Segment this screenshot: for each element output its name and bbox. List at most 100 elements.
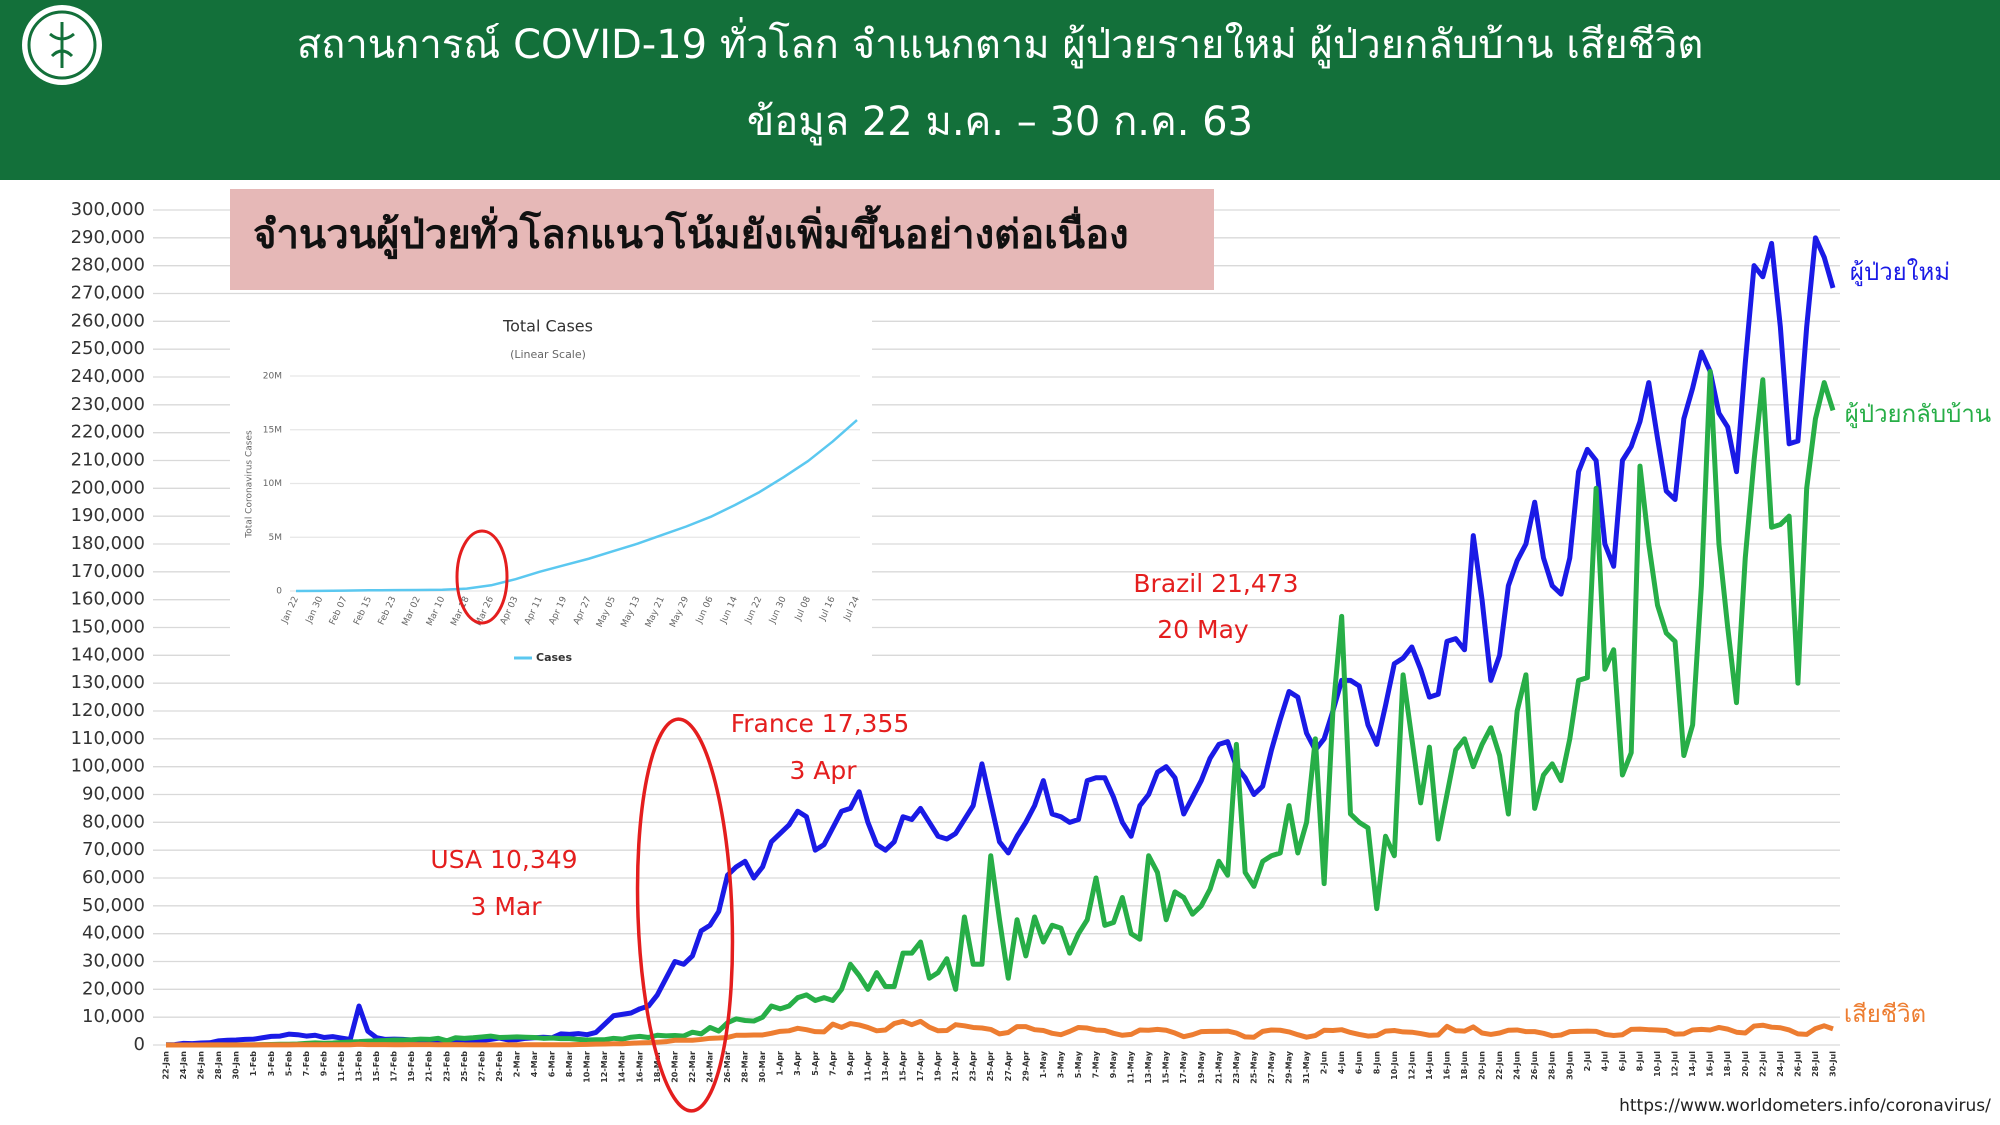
x-tick-label: 5-Feb: [284, 1051, 293, 1076]
x-tick-label: 25-Apr: [986, 1051, 995, 1081]
inset-y-label: Total Coronavirus Cases: [245, 430, 255, 539]
y-tick-label: 120,000: [71, 700, 145, 721]
x-tick-label: 5-May: [1074, 1050, 1083, 1078]
x-tick-label: 9-May: [1109, 1050, 1118, 1078]
x-tick-label: 18-Jul: [1723, 1051, 1732, 1077]
y-tick-label: 170,000: [71, 561, 145, 582]
y-tick-label: 180,000: [71, 533, 145, 554]
x-tick-label: 26-Jan: [197, 1051, 206, 1080]
y-tick-label: 5M: [269, 533, 283, 543]
x-tick-label: 8-Jul: [1635, 1051, 1644, 1072]
x-tick-label: 11-Apr: [863, 1051, 872, 1081]
x-tick-label: 30-Mar: [758, 1051, 767, 1083]
x-tick-label: 2-Jun: [1320, 1051, 1329, 1075]
x-tick-label: 16-Jun: [1442, 1051, 1451, 1080]
x-tick-label: 10-Jun: [1390, 1051, 1399, 1080]
x-tick-label: 19-May: [1197, 1050, 1206, 1084]
x-tick-label: 4-Mar: [530, 1051, 539, 1077]
x-tick-label: 19-Feb: [407, 1051, 416, 1082]
y-tick-label: 190,000: [71, 505, 145, 526]
series-label: ผู้ป่วยใหม่: [1850, 258, 1950, 287]
logo-ring: [27, 10, 97, 80]
series-line: [165, 368, 1836, 1048]
y-tick-label: 15M: [263, 425, 282, 435]
x-tick-label: 9-Feb: [319, 1051, 328, 1076]
x-tick-label: 22-Jul: [1758, 1051, 1767, 1077]
x-tick-label: 18-Jun: [1460, 1051, 1469, 1080]
x-tick-label: 23-Feb: [442, 1051, 451, 1082]
x-tick-label: 2-Jul: [1583, 1051, 1592, 1072]
y-tick-label: 30,000: [82, 951, 145, 972]
x-tick-label: 14-Jun: [1425, 1051, 1434, 1080]
series-line: [295, 419, 858, 593]
x-tick-label: 24-Jun: [1513, 1051, 1522, 1080]
y-tick-label: 100,000: [71, 756, 145, 777]
source: https://www.worldometers.info/coronaviru…: [1619, 1096, 1991, 1116]
x-tick-label: 12-Jul: [1671, 1051, 1680, 1077]
y-tick-label: 70,000: [82, 839, 145, 860]
x-tick-label: 19-Apr: [934, 1051, 943, 1081]
y-tick-label: 20M: [263, 372, 282, 382]
x-tick-label: 5-Apr: [811, 1051, 820, 1076]
annotation: 3 Apr: [789, 756, 857, 785]
x-tick-label: 9-Apr: [846, 1051, 855, 1076]
x-tick-label: 20-Jun: [1478, 1051, 1487, 1080]
x-tick-label: 22-Mar: [688, 1051, 697, 1083]
x-tick-label: 17-Apr: [916, 1051, 925, 1081]
x-tick-label: 1-Feb: [249, 1051, 258, 1076]
annotation: USA 10,349: [430, 845, 577, 874]
highlight-ellipse: [635, 717, 735, 1113]
x-tick-label: 17-May: [1179, 1050, 1188, 1084]
x-tick-label: 20-Jul: [1741, 1051, 1750, 1077]
y-tick-label: 300,000: [71, 199, 145, 220]
x-tick-label: 30-Jul: [1829, 1051, 1838, 1077]
x-tick-label: 10-Mar: [583, 1051, 592, 1083]
series-label: เสียชีวิต: [1844, 1000, 1926, 1028]
inset-panel: [230, 302, 872, 663]
y-tick-label: 200,000: [71, 477, 145, 498]
annotation: 3 Mar: [470, 892, 542, 921]
x-tick-label: 24-Jul: [1776, 1051, 1785, 1077]
series-label: ผู้ป่วยกลับบ้าน: [1845, 400, 1991, 429]
y-tick-label: 90,000: [82, 784, 145, 805]
x-tick-label: 22-Jan: [162, 1051, 171, 1080]
logo-emblem: [49, 22, 75, 68]
y-tick-label: 0: [276, 587, 282, 597]
chart-title: จำนวนผู้ป่วยทั่วโลกแนวโน้มยังเพิ่มขึ้นอย…: [253, 205, 1129, 259]
y-tick-label: 230,000: [71, 394, 145, 415]
x-tick-label: 29-Feb: [495, 1051, 504, 1082]
x-tick-label: 3-Feb: [267, 1051, 276, 1076]
x-tick-label: 29-May: [1285, 1050, 1294, 1084]
x-tick-label: 24-Jan: [179, 1051, 188, 1080]
y-tick-label: 260,000: [71, 310, 145, 331]
x-tick-label: 26-Mar: [723, 1051, 732, 1083]
x-tick-label: 8-Jun: [1372, 1051, 1381, 1075]
x-tick-label: 21-Apr: [951, 1051, 960, 1081]
x-tick-label: 20-Mar: [670, 1051, 679, 1083]
x-tick-label: 7-Feb: [302, 1051, 311, 1076]
y-tick-label: 220,000: [71, 422, 145, 443]
y-tick-label: 150,000: [71, 617, 145, 638]
annotation: France 17,355: [731, 709, 910, 738]
x-tick-label: 14-Mar: [618, 1051, 627, 1083]
y-tick-label: 50,000: [82, 895, 145, 916]
x-tick-label: 28-Jul: [1811, 1051, 1820, 1077]
inset-subtitle: (Linear Scale): [510, 348, 586, 361]
x-tick-label: 26-Jun: [1530, 1051, 1539, 1080]
x-tick-label: 6-Jul: [1618, 1051, 1627, 1072]
x-tick-label: 28-Mar: [741, 1051, 750, 1083]
x-tick-label: 29-Apr: [1021, 1051, 1030, 1081]
series-line: [165, 1018, 1834, 1048]
y-tick-label: 40,000: [82, 923, 145, 944]
x-tick-label: 13-Apr: [881, 1051, 890, 1081]
x-tick-label: 25-Feb: [460, 1051, 469, 1082]
x-tick-label: 15-Apr: [898, 1051, 907, 1081]
x-tick-label: 2-Mar: [512, 1051, 521, 1077]
x-tick-label: 27-May: [1267, 1050, 1276, 1084]
x-tick-label: 11-May: [1127, 1050, 1136, 1084]
x-tick-label: 23-Apr: [969, 1051, 978, 1081]
y-tick-label: 270,000: [71, 283, 145, 304]
inset-title: Total Cases: [502, 317, 593, 336]
